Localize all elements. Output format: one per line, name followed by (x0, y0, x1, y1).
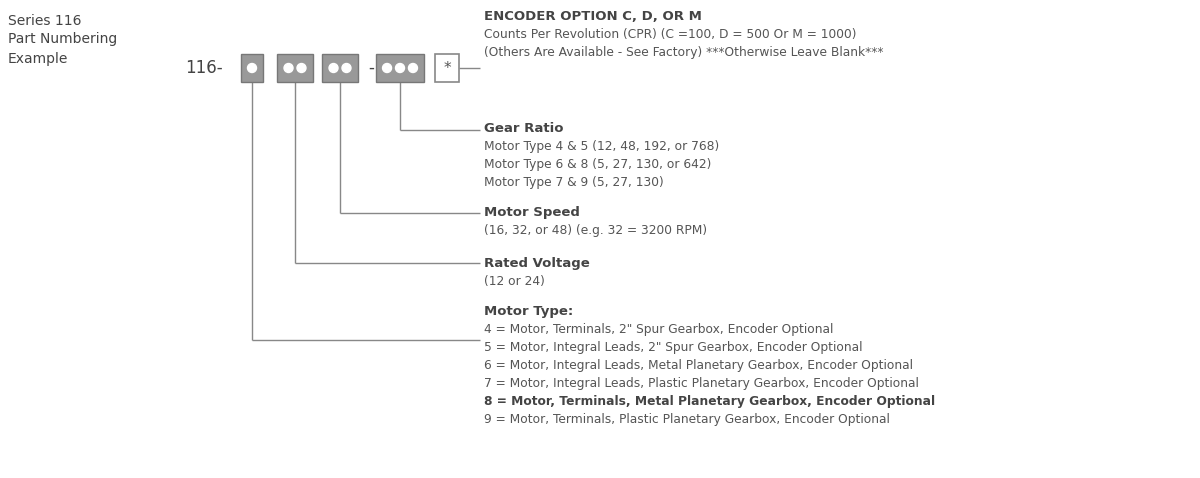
Text: Counts Per Revolution (CPR) (C =100, D = 500 Or M = 1000): Counts Per Revolution (CPR) (C =100, D =… (484, 28, 857, 41)
Text: 8 = Motor, Terminals, Metal Planetary Gearbox, Encoder Optional: 8 = Motor, Terminals, Metal Planetary Ge… (484, 395, 935, 408)
Text: Motor Type:: Motor Type: (484, 305, 574, 318)
Circle shape (329, 64, 338, 73)
Circle shape (383, 64, 391, 73)
Circle shape (284, 64, 293, 73)
Text: Series 116: Series 116 (8, 14, 82, 28)
Text: Motor Type 7 & 9 (5, 27, 130): Motor Type 7 & 9 (5, 27, 130) (484, 176, 664, 189)
Text: Example: Example (8, 52, 68, 66)
Text: Motor Type 6 & 8 (5, 27, 130, or 642): Motor Type 6 & 8 (5, 27, 130, or 642) (484, 158, 712, 171)
Text: (12 or 24): (12 or 24) (484, 275, 545, 288)
Text: *: * (443, 61, 451, 76)
Text: ENCODER OPTION C, D, OR M: ENCODER OPTION C, D, OR M (484, 10, 702, 23)
Text: 9 = Motor, Terminals, Plastic Planetary Gearbox, Encoder Optional: 9 = Motor, Terminals, Plastic Planetary … (484, 413, 890, 426)
Circle shape (396, 64, 404, 73)
Circle shape (408, 64, 418, 73)
Text: 6 = Motor, Integral Leads, Metal Planetary Gearbox, Encoder Optional: 6 = Motor, Integral Leads, Metal Planeta… (484, 359, 913, 372)
Text: Part Numbering: Part Numbering (8, 32, 118, 46)
Circle shape (247, 64, 257, 73)
FancyBboxPatch shape (436, 54, 458, 82)
FancyBboxPatch shape (241, 54, 263, 82)
Text: Motor Speed: Motor Speed (484, 206, 580, 219)
FancyBboxPatch shape (322, 54, 358, 82)
Text: 7 = Motor, Integral Leads, Plastic Planetary Gearbox, Encoder Optional: 7 = Motor, Integral Leads, Plastic Plane… (484, 377, 919, 390)
Text: Gear Ratio: Gear Ratio (484, 122, 564, 135)
Circle shape (342, 64, 350, 73)
Text: Motor Type 4 & 5 (12, 48, 192, or 768): Motor Type 4 & 5 (12, 48, 192, or 768) (484, 140, 719, 153)
Text: 4 = Motor, Terminals, 2" Spur Gearbox, Encoder Optional: 4 = Motor, Terminals, 2" Spur Gearbox, E… (484, 323, 833, 336)
Text: 116-: 116- (185, 59, 223, 77)
FancyBboxPatch shape (277, 54, 313, 82)
Text: (Others Are Available - See Factory) ***Otherwise Leave Blank***: (Others Are Available - See Factory) ***… (484, 46, 883, 59)
Text: Rated Voltage: Rated Voltage (484, 257, 589, 270)
Text: 5 = Motor, Integral Leads, 2" Spur Gearbox, Encoder Optional: 5 = Motor, Integral Leads, 2" Spur Gearb… (484, 341, 863, 354)
Text: (16, 32, or 48) (e.g. 32 = 3200 RPM): (16, 32, or 48) (e.g. 32 = 3200 RPM) (484, 224, 707, 237)
Text: -: - (368, 59, 374, 77)
FancyBboxPatch shape (376, 54, 424, 82)
Circle shape (296, 64, 306, 73)
